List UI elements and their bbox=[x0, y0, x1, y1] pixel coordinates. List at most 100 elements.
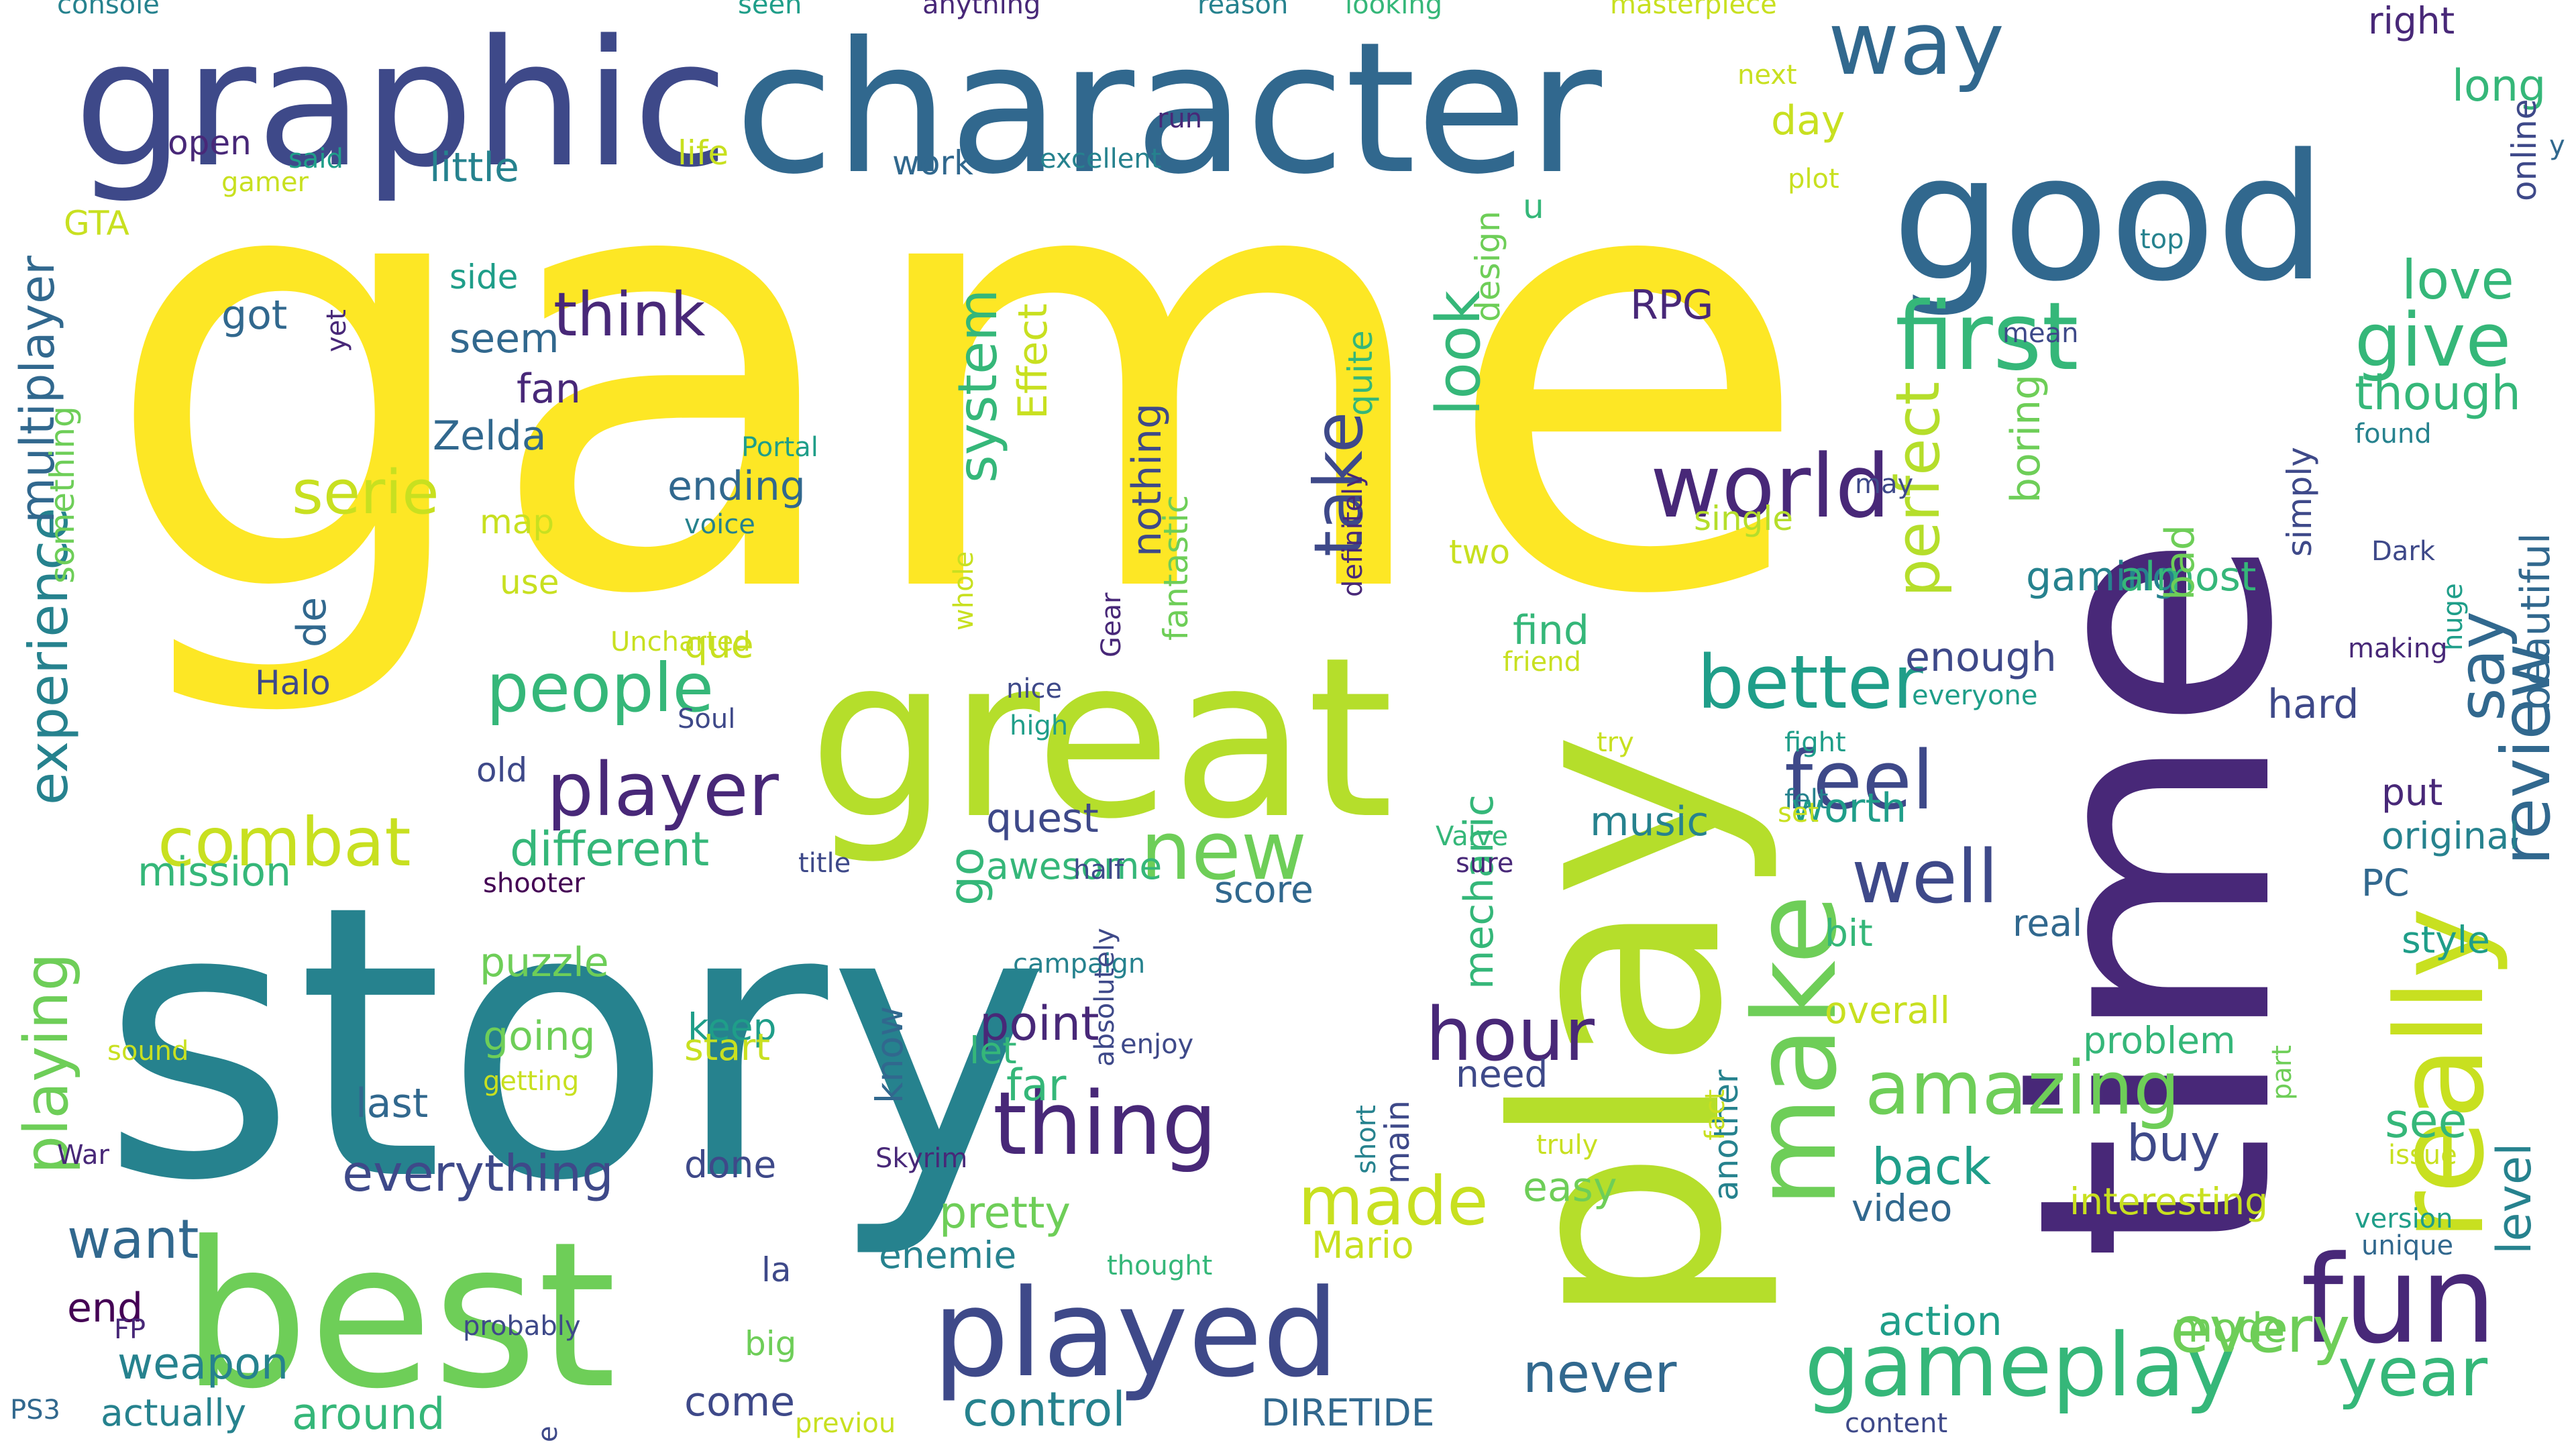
word: mechanic bbox=[1456, 794, 1503, 989]
word: take bbox=[1299, 412, 1378, 557]
word: let bbox=[969, 1029, 1017, 1072]
word: map bbox=[480, 502, 554, 541]
word: buy bbox=[2127, 1114, 2220, 1173]
word: right bbox=[2368, 0, 2455, 42]
word: action bbox=[1878, 1298, 2002, 1345]
word: de bbox=[288, 597, 335, 647]
word: huge bbox=[2438, 583, 2469, 651]
word: though bbox=[2355, 366, 2521, 421]
word: combat bbox=[158, 803, 411, 881]
word: see bbox=[2385, 1093, 2467, 1148]
word: pretty bbox=[939, 1188, 1071, 1238]
word: seen bbox=[738, 0, 802, 20]
word: gamer bbox=[221, 167, 309, 198]
word: GTA bbox=[64, 204, 129, 243]
word: sure bbox=[1456, 848, 1513, 879]
word: another bbox=[1707, 1069, 1746, 1201]
word: console bbox=[57, 0, 160, 20]
word: done bbox=[684, 1143, 776, 1186]
word: fight bbox=[1784, 727, 1846, 758]
word: graphic bbox=[74, 3, 729, 206]
word: puzzle bbox=[480, 939, 609, 986]
word: beautiful bbox=[2512, 533, 2559, 711]
word: part bbox=[2267, 1045, 2298, 1100]
word: original bbox=[2381, 814, 2520, 857]
word: good bbox=[1892, 117, 2326, 320]
word: weapon bbox=[117, 1339, 288, 1389]
word: single bbox=[1694, 499, 1793, 538]
word: give bbox=[2355, 297, 2511, 383]
word: Effect bbox=[1010, 303, 1057, 419]
word: multiplayer bbox=[10, 256, 65, 523]
word: interesting bbox=[2070, 1180, 2268, 1223]
word: score bbox=[1214, 868, 1313, 911]
word: half bbox=[1073, 855, 1124, 885]
word: absolutely bbox=[1089, 928, 1120, 1067]
word: feel bbox=[1784, 735, 1934, 828]
word: quest bbox=[986, 795, 1099, 842]
word: gaming bbox=[2026, 553, 2178, 600]
word: world bbox=[1650, 435, 1890, 537]
word: point bbox=[979, 996, 1099, 1051]
word: e bbox=[533, 1426, 564, 1442]
word: different bbox=[510, 822, 709, 877]
word: hour bbox=[1426, 991, 1595, 1077]
word: awesome bbox=[986, 845, 1162, 888]
word: style bbox=[2402, 918, 2490, 961]
word: put bbox=[2381, 771, 2443, 814]
word: DIRETIDE bbox=[1261, 1391, 1434, 1434]
word: bad bbox=[2157, 525, 2204, 600]
word: worth bbox=[1791, 785, 1907, 832]
word: real bbox=[2012, 902, 2082, 945]
word: come bbox=[684, 1379, 795, 1426]
word: use bbox=[500, 563, 559, 602]
word: whole bbox=[949, 551, 979, 631]
word: side bbox=[449, 258, 518, 297]
word: set bbox=[1778, 798, 1819, 828]
word: go bbox=[939, 847, 994, 906]
word: Dark bbox=[2371, 536, 2436, 567]
word: easy bbox=[1523, 1164, 1617, 1211]
word: time bbox=[1969, 534, 2344, 1261]
word: serie bbox=[292, 458, 439, 528]
word: Gear bbox=[1096, 592, 1127, 657]
word: control bbox=[963, 1382, 1126, 1437]
word: work bbox=[892, 144, 973, 182]
word: look bbox=[1424, 290, 1494, 416]
word: making bbox=[2348, 633, 2448, 664]
word: probably bbox=[463, 1311, 581, 1342]
word: shooter bbox=[483, 868, 585, 899]
word: playing bbox=[11, 953, 82, 1174]
word: mode bbox=[2174, 1305, 2288, 1352]
word: RPG bbox=[1630, 282, 1713, 329]
word: y bbox=[2549, 130, 2565, 161]
word: hard bbox=[2267, 681, 2359, 728]
word: overall bbox=[1825, 989, 1950, 1032]
word: keep bbox=[688, 1006, 776, 1049]
word: quite bbox=[1341, 330, 1380, 416]
word: old bbox=[476, 751, 527, 790]
word: run bbox=[1157, 103, 1202, 134]
word: felt bbox=[1784, 784, 1829, 815]
word: little bbox=[429, 144, 519, 191]
word: previou bbox=[795, 1408, 896, 1439]
word: end bbox=[67, 1285, 143, 1332]
word: two bbox=[1449, 533, 1510, 572]
word: online bbox=[2505, 99, 2544, 201]
word: know bbox=[868, 1006, 911, 1104]
word: getting bbox=[483, 1066, 579, 1097]
word: may bbox=[1855, 469, 1913, 500]
word: enough bbox=[1905, 634, 2057, 681]
word: FP bbox=[114, 1314, 146, 1345]
word: masterpiece bbox=[1610, 0, 1777, 20]
word: got bbox=[221, 292, 287, 339]
word: made bbox=[1298, 1162, 1489, 1240]
word: Valve bbox=[1436, 821, 1508, 852]
word: ending bbox=[667, 463, 806, 510]
word: Soul bbox=[678, 704, 735, 735]
word: way bbox=[1828, 0, 2004, 95]
word: thing bbox=[993, 1073, 1217, 1175]
word: story bbox=[101, 826, 1051, 1263]
word: everything bbox=[342, 1144, 614, 1203]
